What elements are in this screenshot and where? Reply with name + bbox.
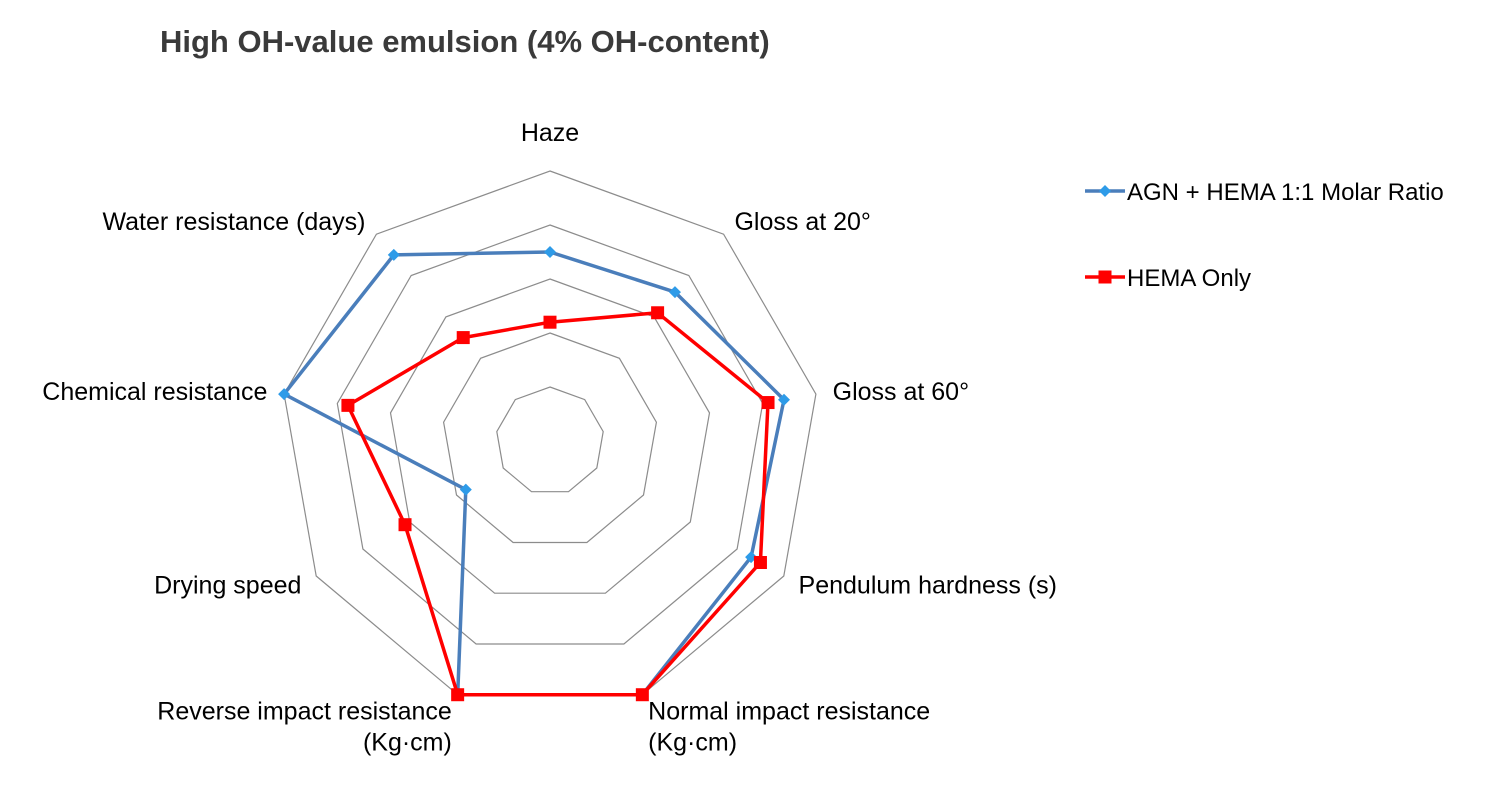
axis-label: Reverse impact resistance (Kg·cm) (157, 698, 452, 757)
data-point (543, 315, 557, 329)
radar-series (278, 246, 790, 702)
data-point (753, 556, 767, 569)
axis-label: Gloss at 60° (833, 378, 969, 406)
series-line (282, 250, 786, 697)
axis-label: Gloss at 20° (734, 208, 870, 236)
legend-item-1: AGN + HEMA 1:1 Molar Ratio (1085, 179, 1444, 206)
data-point (451, 688, 465, 702)
data-point (668, 286, 681, 299)
axis-label: Pendulum hardness (s) (799, 572, 1057, 600)
data-point (651, 306, 665, 320)
data-point (387, 248, 400, 261)
grid-ring-2 (442, 332, 658, 544)
legend-marker (1099, 185, 1111, 197)
series-2 (341, 306, 775, 702)
axis-label: Haze (521, 119, 579, 147)
legend-label: AGN + HEMA 1:1 Molar Ratio (1127, 179, 1444, 206)
data-point (398, 518, 412, 532)
legend: AGN + HEMA 1:1 Molar Ratio HEMA Only (1085, 179, 1444, 292)
data-point (278, 388, 291, 401)
data-point (459, 483, 472, 496)
data-point (635, 688, 649, 702)
legend-marker (1098, 270, 1112, 284)
data-point (544, 246, 556, 258)
grid-ring-4 (336, 224, 764, 645)
data-point (761, 396, 775, 410)
axis-label: Chemical resistance (42, 378, 267, 406)
chart-title: High OH-value emulsion (4% OH-content) (160, 24, 770, 59)
grid-ring-1 (496, 386, 604, 493)
data-point (777, 393, 790, 406)
data-point (456, 331, 470, 345)
series-1 (278, 246, 790, 701)
axis-label: Drying speed (154, 572, 301, 600)
data-point (341, 398, 355, 412)
series-line (346, 311, 770, 697)
axis-label: Normal impact resistance (Kg·cm) (648, 698, 930, 757)
axis-label: Water resistance (days) (102, 208, 365, 236)
legend-label: HEMA Only (1127, 265, 1251, 292)
axis-labels: Haze Gloss at 20° Gloss at 60° Pendulum har… (42, 119, 1057, 757)
legend-item-2: HEMA Only (1085, 265, 1251, 292)
